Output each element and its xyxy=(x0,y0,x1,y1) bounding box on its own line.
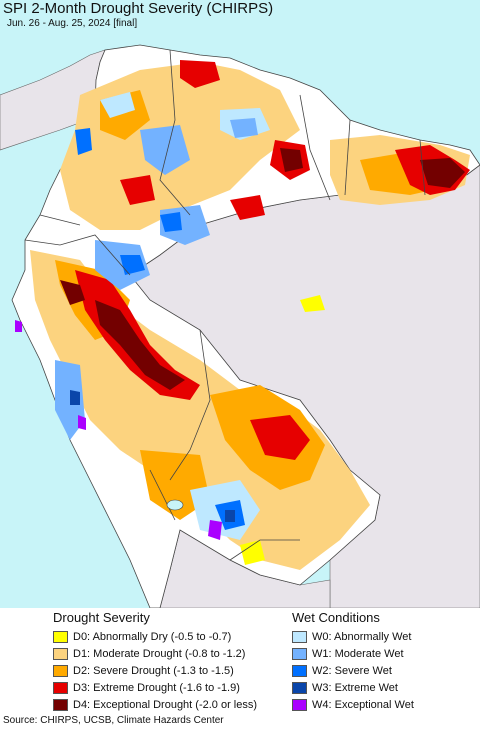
legend-swatch-d4 xyxy=(53,698,68,711)
legend-label-w4: W4: Exceptional Wet xyxy=(312,698,414,711)
drought-map xyxy=(0,0,480,608)
legend-label-d4: D4: Exceptional Drought (-2.0 or less) xyxy=(73,698,258,711)
legend-label-w0: W0: Abnormally Wet xyxy=(312,630,412,643)
legend-label-w3: W3: Extreme Wet xyxy=(312,681,398,694)
legend-item-d2: D2: Severe Drought (-1.3 to -1.5) xyxy=(53,662,257,679)
wet-patches xyxy=(15,92,270,540)
legend-item-w1: W1: Moderate Wet xyxy=(292,645,414,662)
legend-label-d2: D2: Severe Drought (-1.3 to -1.5) xyxy=(73,664,234,677)
drought-legend-heading: Drought Severity xyxy=(53,610,150,625)
source-credit: Source: CHIRPS, UCSB, Climate Hazards Ce… xyxy=(3,715,224,726)
legend-label-d0: D0: Abnormally Dry (-0.5 to -0.7) xyxy=(73,630,232,643)
map-title: SPI 2-Month Drought Severity (CHIRPS) xyxy=(3,0,274,17)
legend-label-d3: D3: Extreme Drought (-1.6 to -1.9) xyxy=(73,681,240,694)
lake-titicaca xyxy=(166,499,184,511)
legend-swatch-d1 xyxy=(53,647,68,660)
drought-legend: Drought Severity D0: Abnormally Dry (-0.… xyxy=(53,610,257,713)
legend-swatch-w0 xyxy=(292,630,307,643)
legend-swatch-d0 xyxy=(53,630,68,643)
legend-label-d1: D1: Moderate Drought (-0.8 to -1.2) xyxy=(73,647,246,660)
legend-swatch-w1 xyxy=(292,647,307,660)
legend-item-d0: D0: Abnormally Dry (-0.5 to -0.7) xyxy=(53,628,257,645)
footer: Source: CHIRPS, UCSB, Climate Hazards Ce… xyxy=(0,712,480,730)
map-subtitle: Jun. 26 - Aug. 25, 2024 [final] xyxy=(7,18,138,29)
map-canvas xyxy=(0,44,480,608)
legend-item-d4: D4: Exceptional Drought (-2.0 or less) xyxy=(53,696,257,713)
legend-label-w2: W2: Severe Wet xyxy=(312,664,392,677)
wet-legend: Wet Conditions W0: Abnormally Wet W1: Mo… xyxy=(292,610,414,713)
country-borders xyxy=(24,49,426,561)
legend-swatch-d2 xyxy=(53,664,68,677)
legend-swatch-w3 xyxy=(292,681,307,694)
legend-item-w2: W2: Severe Wet xyxy=(292,662,414,679)
legend-item-d3: D3: Extreme Drought (-1.6 to -1.9) xyxy=(53,679,257,696)
wet-legend-heading: Wet Conditions xyxy=(292,610,380,625)
legend: Drought Severity D0: Abnormally Dry (-0.… xyxy=(0,608,480,712)
legend-item-w4: W4: Exceptional Wet xyxy=(292,696,414,713)
legend-item-w0: W0: Abnormally Wet xyxy=(292,628,414,645)
legend-swatch-w2 xyxy=(292,664,307,677)
drought-patches xyxy=(30,60,470,570)
legend-swatch-w4 xyxy=(292,698,307,711)
legend-label-w1: W1: Moderate Wet xyxy=(312,647,404,660)
legend-item-w3: W3: Extreme Wet xyxy=(292,679,414,696)
legend-item-d1: D1: Moderate Drought (-0.8 to -1.2) xyxy=(53,645,257,662)
legend-swatch-d3 xyxy=(53,681,68,694)
